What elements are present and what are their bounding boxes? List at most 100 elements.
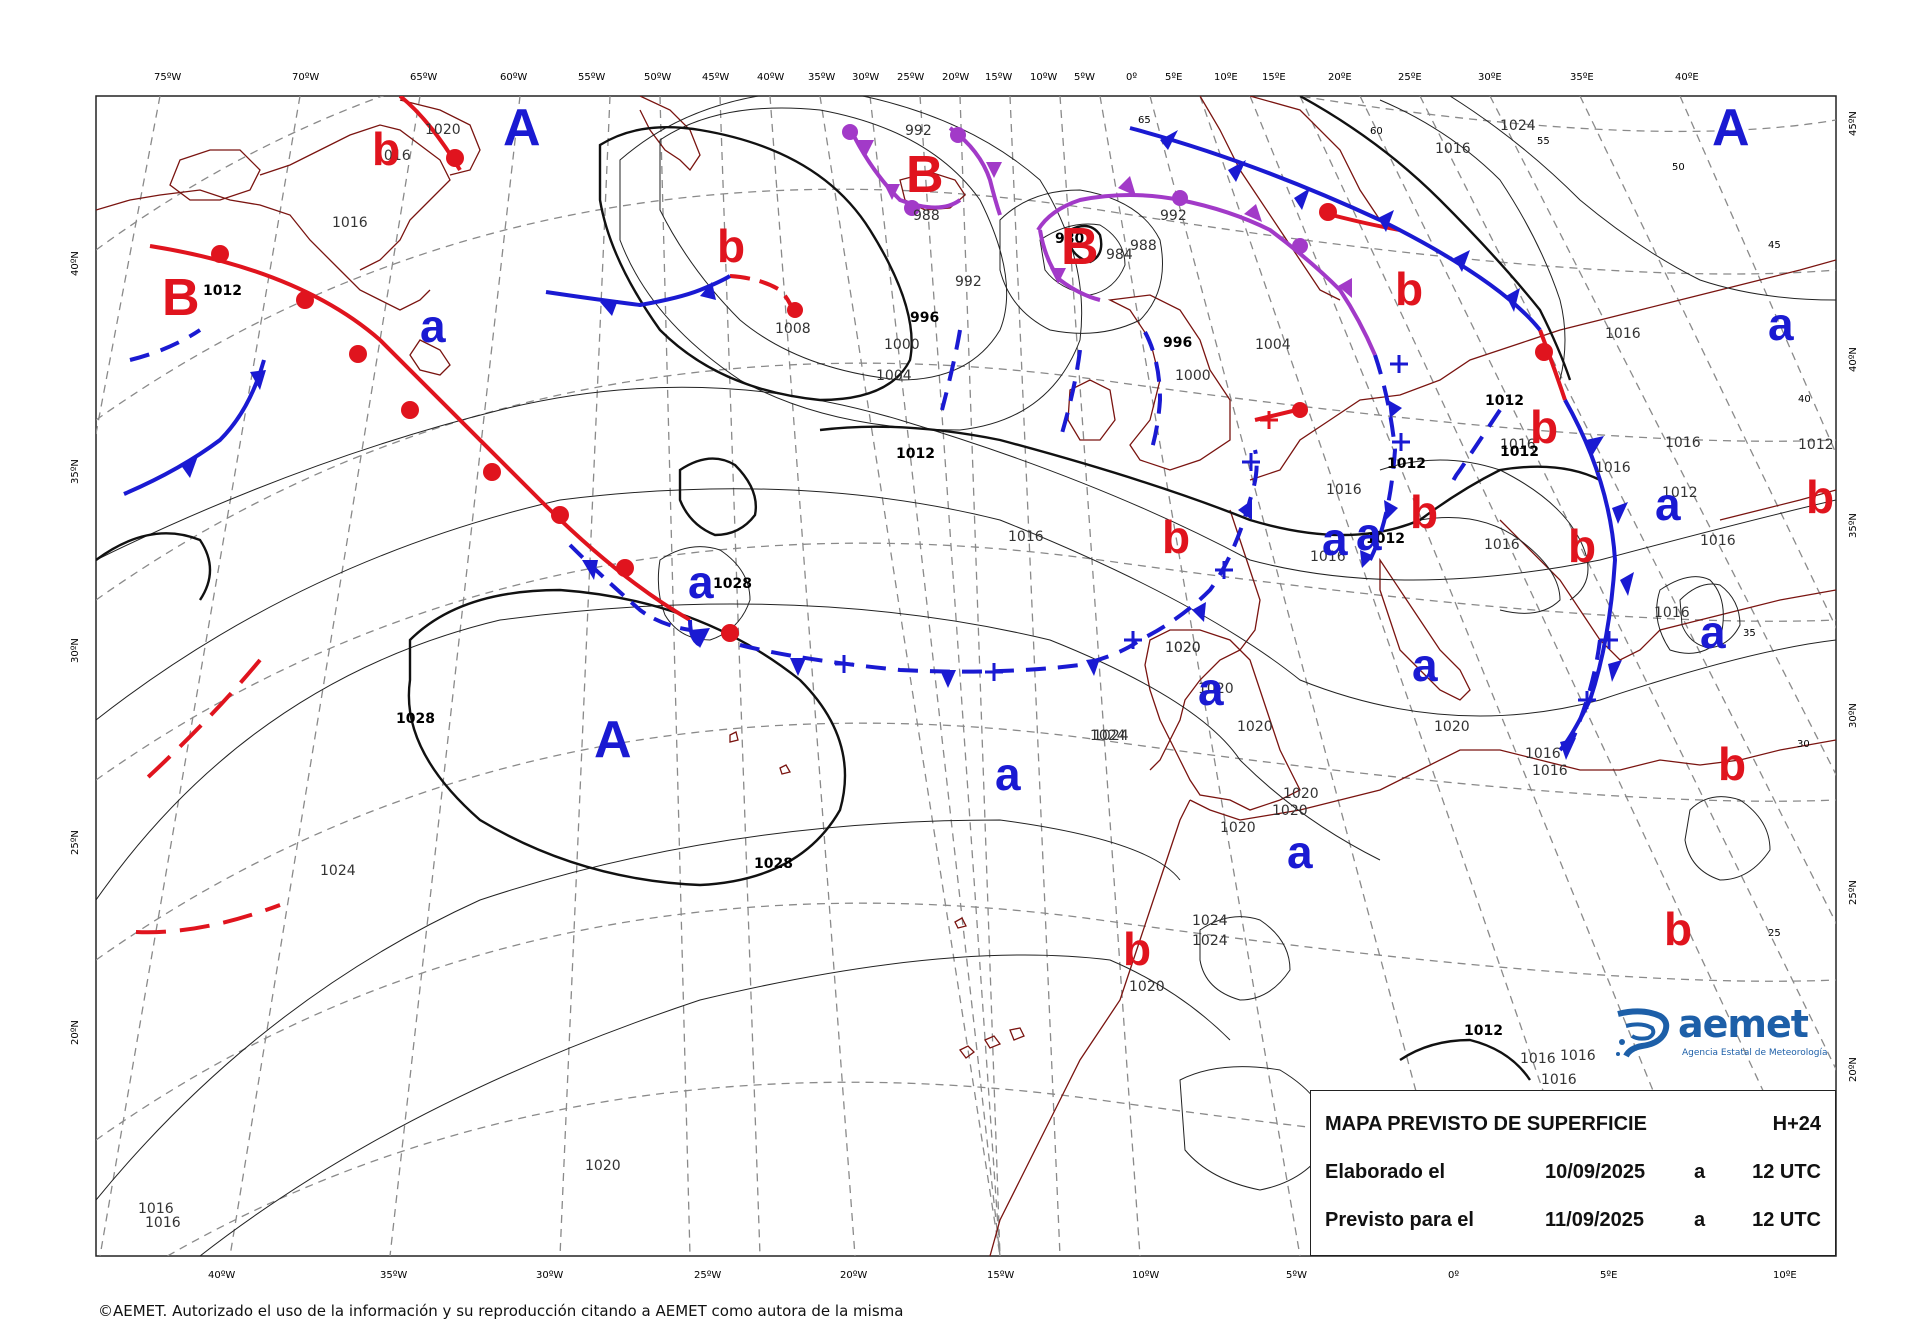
valid-at: a [1694, 1209, 1706, 1231]
lon-label: 45ºW [702, 72, 729, 83]
isobar-label: 1028 [713, 576, 752, 592]
lon-label: 60ºW [500, 72, 527, 83]
isobar-label: 996 [910, 310, 939, 326]
minor-high-center: a [1768, 298, 1794, 350]
lat-label: 25ºN [1848, 880, 1859, 905]
grid-label: 55 [1537, 136, 1550, 147]
latitude-labels-left: 40ºN 35ºN 30ºN 25ºN 20ºN [70, 251, 81, 1045]
high-pressure-center: A [503, 99, 541, 157]
lon-label: 30ºE [1478, 72, 1502, 83]
isobar-label: 1020 [1165, 640, 1201, 656]
minor-low-center: b [1123, 923, 1151, 975]
lon-label: 20ºW [840, 1270, 867, 1281]
isobar-label: 1016 [1520, 1051, 1556, 1067]
lat-label: 20ºN [70, 1020, 81, 1045]
minor-low-center: b [1568, 520, 1596, 572]
isobar-label: 1000 [1175, 368, 1211, 384]
isobar-label: 992 [905, 123, 932, 139]
minor-high-center: a [1700, 606, 1726, 658]
isobar-label: 1024 [320, 863, 356, 879]
isobars-bold [96, 96, 1601, 1081]
minor-low-center: b [372, 123, 400, 175]
trough-lines-red [135, 658, 281, 935]
isobar-label: 1016 [332, 215, 368, 231]
isobar-label: 1012 [1366, 531, 1405, 547]
isobar-label: 1004 [876, 368, 912, 384]
stationary-front-blue [129, 328, 1602, 746]
isobar-label: 1012 [1485, 393, 1524, 409]
grid-label: 45 [1768, 240, 1781, 251]
isobar-label: 1016 [1654, 605, 1690, 621]
minor-high-center: a [1412, 639, 1438, 691]
minor-high-center: a [1322, 513, 1348, 565]
minor-low-center: b [717, 220, 745, 272]
issued-date: 10/09/2025 [1545, 1161, 1646, 1183]
lat-label: 40ºN [1848, 347, 1859, 372]
lon-label: 0º [1448, 1270, 1459, 1281]
isobar-label: 992 [955, 274, 982, 290]
issued-label: Elaborado el [1325, 1161, 1446, 1183]
lon-label: 25ºW [694, 1270, 721, 1281]
isobar-label: 1016 [1310, 549, 1346, 565]
lat-label: 30ºN [1848, 703, 1859, 728]
isobar-label: 1016 [138, 1201, 174, 1217]
isobar-labels: 1020 1016 1016 1012 1008 1000 1004 996 9… [138, 118, 1834, 1231]
minor-low-center: b [1806, 471, 1834, 523]
aemet-logo-subtitle: Agencia Estatal de Meteorología [1682, 1048, 1828, 1058]
isobar-label: 1016 [1700, 533, 1736, 549]
valid-date: 11/09/2025 [1545, 1209, 1644, 1231]
isobar-label: 988 [1130, 238, 1157, 254]
lon-label: 15ºW [985, 72, 1012, 83]
isobar-label: 1020 [1283, 786, 1319, 802]
map-frame [95, 95, 1837, 1257]
low-pressure-center: B [162, 269, 200, 327]
minor-low-center: b [1395, 263, 1423, 315]
lon-label: 30ºW [852, 72, 879, 83]
lon-label: 65ºW [410, 72, 437, 83]
stationary-front-marks [790, 400, 1402, 688]
lon-label: 10ºW [1132, 1270, 1159, 1281]
minor-high-center: a [420, 300, 446, 352]
grid-label: 50 [1672, 162, 1685, 173]
isobar-label: 984 [1106, 247, 1133, 263]
pressure-centers: A A A B B B a a a a a a a a a a a b b b … [162, 99, 1834, 975]
isobar-label: 1020 [585, 1158, 621, 1174]
isobar-label: 1012 [1500, 444, 1539, 460]
isobar-label: 1024 [1192, 933, 1228, 949]
isobar-label: 1016 [1665, 435, 1701, 451]
lon-label: 10ºE [1773, 1270, 1797, 1281]
lon-label: 25ºE [1398, 72, 1422, 83]
isobar-label: 1012 [1464, 1023, 1503, 1039]
stationary-front-crosses [835, 355, 1618, 709]
longitude-labels-bottom: 40ºW 35ºW 30ºW 25ºW 20ºW 15ºW 10ºW 5ºW 0… [208, 1270, 1797, 1281]
lon-label: 35ºW [808, 72, 835, 83]
lon-label: 25ºW [897, 72, 924, 83]
isobar-label: 1020 [1272, 803, 1308, 819]
lon-label: 15ºW [987, 1270, 1014, 1281]
isobar-label: 1020 [1198, 681, 1234, 697]
lat-label: 35ºN [70, 459, 81, 484]
grid-label: 65 [1138, 115, 1151, 126]
isobar-label: 1000 [884, 337, 920, 353]
grid-label: 30 [1797, 739, 1810, 750]
isobar-label: 1008 [775, 321, 811, 337]
isobar-label: 1024 [1192, 913, 1228, 929]
grid-label: 60 [1370, 126, 1383, 137]
aemet-logo: aemet Agencia Estatal de Meteorología [1612, 1002, 1830, 1066]
longitude-labels-top: 75ºW 70ºW 65ºW 60ºW 55ºW 50ºW 45ºW 40ºW … [154, 72, 1699, 83]
isobar-label: 1016 [145, 1215, 181, 1231]
lon-label: 5ºW [1286, 1270, 1307, 1281]
minor-high-center: a [1198, 663, 1224, 715]
graticule-inner-labels: 65 60 55 50 45 40 35 30 25 [1138, 115, 1811, 939]
isobar-label: 1016 [1595, 460, 1631, 476]
minor-low-center: b [1530, 401, 1558, 453]
low-pressure-center: B [906, 146, 944, 204]
isobar-label: 1016 [1484, 537, 1520, 553]
isobar-label: 992 [1160, 208, 1187, 224]
warm-front [149, 96, 1567, 642]
lat-label: 20ºN [1848, 1057, 1859, 1082]
lon-label: 10ºE [1214, 72, 1238, 83]
coastlines [96, 96, 1836, 1256]
isobar-label: 1004 [1255, 337, 1291, 353]
